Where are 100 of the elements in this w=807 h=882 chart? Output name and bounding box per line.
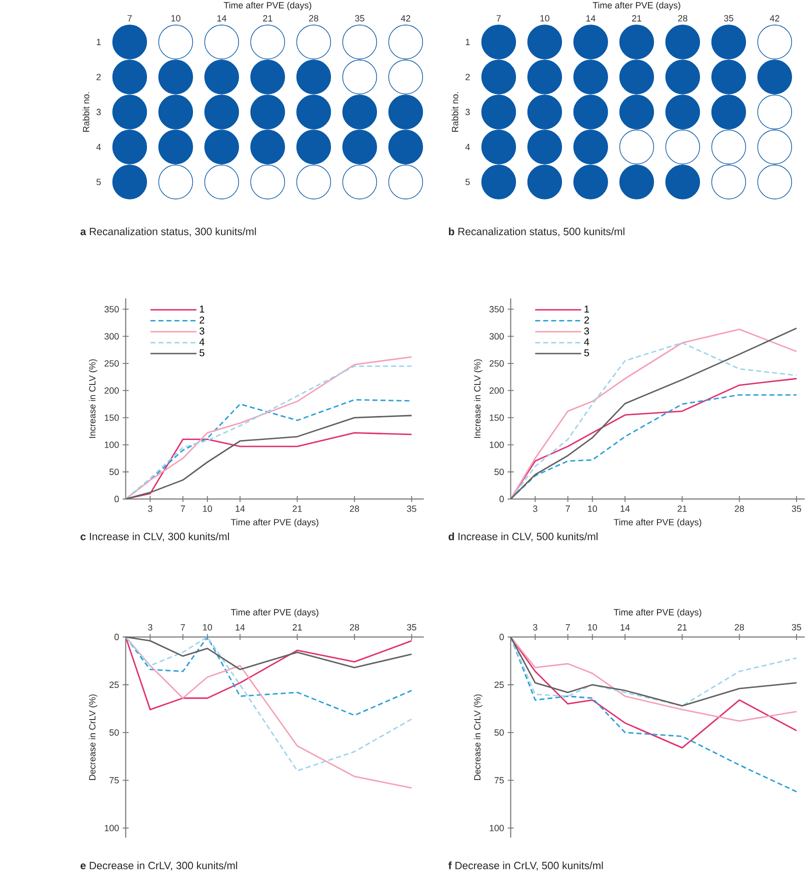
y-tick-label: 50 xyxy=(494,468,504,476)
x-axis-title: Time after PVE (days) xyxy=(614,608,702,618)
x-axis-title: Time after PVE (days) xyxy=(231,518,318,528)
line-series xyxy=(510,636,798,706)
y-tick-label: 250 xyxy=(104,360,119,367)
legend-label: 1 xyxy=(584,306,590,312)
x-axis-title: Time after PVE (days) xyxy=(592,2,680,10)
x-axis-title: Time after PVE (days) xyxy=(614,518,702,528)
x-tick-label: 35 xyxy=(792,624,802,630)
text: d Increase in CLV, 500 kunits/ml xyxy=(448,532,598,542)
text: a Recanalization status, 300 kunits/ml xyxy=(80,228,256,236)
x-tick-label: 21 xyxy=(678,624,687,630)
legend-label: 2 xyxy=(584,316,590,324)
text: e Decrease in CrLV, 300 kunits/ml xyxy=(80,862,238,870)
y-tick-label: 350 xyxy=(490,306,504,312)
x-tick-label: 7 xyxy=(180,506,186,512)
x-tick-label: 3 xyxy=(533,624,538,630)
y-tick-label: 50 xyxy=(494,729,504,736)
x-tick-label: 3 xyxy=(148,506,152,512)
y-tick-label: 50 xyxy=(110,468,119,476)
x-tick-label: 28 xyxy=(350,506,360,512)
x-tick-label: 10 xyxy=(588,506,598,512)
y-axis-title: Increase in CLV (%) xyxy=(474,359,482,438)
y-tick-label: 2 xyxy=(466,74,470,80)
y-tick-label: 0 xyxy=(500,634,504,640)
line-series xyxy=(125,636,412,670)
x-tick-label: 10 xyxy=(203,624,212,630)
legend-label: 2 xyxy=(200,316,204,324)
text: c Increase in CLV, 300 kunits/ml xyxy=(80,532,230,542)
x-axis-title: Time after PVE (days) xyxy=(224,2,312,10)
y-tick-label: 0 xyxy=(114,634,119,640)
x-tick-label: 28 xyxy=(734,624,744,630)
legend-label: 5 xyxy=(584,349,590,356)
x-axis-title: Time after PVE (days) xyxy=(231,608,318,618)
y-tick-label: 25 xyxy=(110,682,119,688)
x-tick-label: 28 xyxy=(678,15,688,22)
y-tick-label: 300 xyxy=(104,333,119,340)
y-tick-label: 100 xyxy=(490,442,504,448)
x-tick-label: 7 xyxy=(496,15,501,22)
x-tick-label: 42 xyxy=(770,15,780,22)
y-tick-label: 4 xyxy=(466,144,470,150)
y-tick-label: 4 xyxy=(96,144,102,150)
x-tick-label: 42 xyxy=(401,15,410,22)
x-tick-label: 28 xyxy=(350,624,360,630)
x-tick-label: 10 xyxy=(540,15,550,22)
y-tick-label: 0 xyxy=(500,496,504,502)
y-tick-label: 300 xyxy=(490,333,504,340)
x-tick-label: 35 xyxy=(792,506,802,512)
x-tick-label: 7 xyxy=(566,624,570,630)
y-tick-label: 0 xyxy=(114,496,119,502)
y-axis-title: Decrease in CrLV (%) xyxy=(474,694,482,780)
x-tick-label: 3 xyxy=(533,506,538,512)
legend-label: 1 xyxy=(200,306,204,312)
y-tick-label: 350 xyxy=(104,306,119,312)
x-tick-label: 10 xyxy=(172,15,180,22)
x-tick-label: 21 xyxy=(263,15,272,22)
y-tick-label: 50 xyxy=(110,729,119,736)
y-tick-label: 75 xyxy=(110,777,119,784)
legend-label: 4 xyxy=(584,338,590,346)
x-tick-label: 14 xyxy=(620,624,630,630)
y-tick-label: 250 xyxy=(490,360,504,367)
x-tick-label: 14 xyxy=(236,624,245,630)
x-tick-label: 35 xyxy=(407,506,416,512)
x-tick-label: 28 xyxy=(309,15,318,22)
legend-label: 5 xyxy=(200,349,204,356)
x-tick-label: 10 xyxy=(203,506,212,512)
y-axis-title: Rabbit no. xyxy=(452,92,458,132)
x-tick-label: 7 xyxy=(128,15,132,22)
legend-label: 4 xyxy=(200,338,205,346)
y-tick-label: 200 xyxy=(104,387,119,394)
y-tick-label: 5 xyxy=(466,178,470,186)
y-tick-label: 2 xyxy=(96,74,101,80)
y-tick-label: 3 xyxy=(466,108,470,116)
x-tick-label: 21 xyxy=(292,624,302,630)
text: f Decrease in CrLV, 500 kunits/ml xyxy=(448,862,603,870)
x-tick-label: 14 xyxy=(218,15,227,22)
line-series xyxy=(510,636,798,722)
y-tick-label: 1 xyxy=(96,38,101,46)
y-tick-label: 150 xyxy=(104,414,119,421)
x-tick-label: 14 xyxy=(620,506,630,512)
x-tick-label: 35 xyxy=(724,15,734,22)
x-tick-label: 21 xyxy=(632,15,642,22)
y-tick-label: 25 xyxy=(494,682,504,688)
x-tick-label: 7 xyxy=(180,624,186,630)
y-tick-label: 100 xyxy=(104,442,119,448)
line-series xyxy=(125,414,412,500)
y-tick-label: 200 xyxy=(490,387,504,394)
y-axis-title: Increase in CLV (%) xyxy=(89,359,98,438)
y-tick-label: 100 xyxy=(490,824,504,832)
legend-label: 3 xyxy=(200,327,204,335)
y-tick-label: 5 xyxy=(96,178,101,186)
x-tick-label: 35 xyxy=(407,624,416,630)
y-tick-label: 150 xyxy=(490,414,504,421)
y-axis-title: Decrease in CrLV (%) xyxy=(89,694,98,780)
y-tick-label: 100 xyxy=(104,824,119,832)
y-axis-title: Rabbit no. xyxy=(82,92,90,132)
text: b Recanalization status, 500 kunits/ml xyxy=(449,228,624,236)
x-tick-label: 14 xyxy=(236,506,245,512)
y-tick-label: 75 xyxy=(494,777,504,784)
legend-label: 3 xyxy=(584,327,590,335)
